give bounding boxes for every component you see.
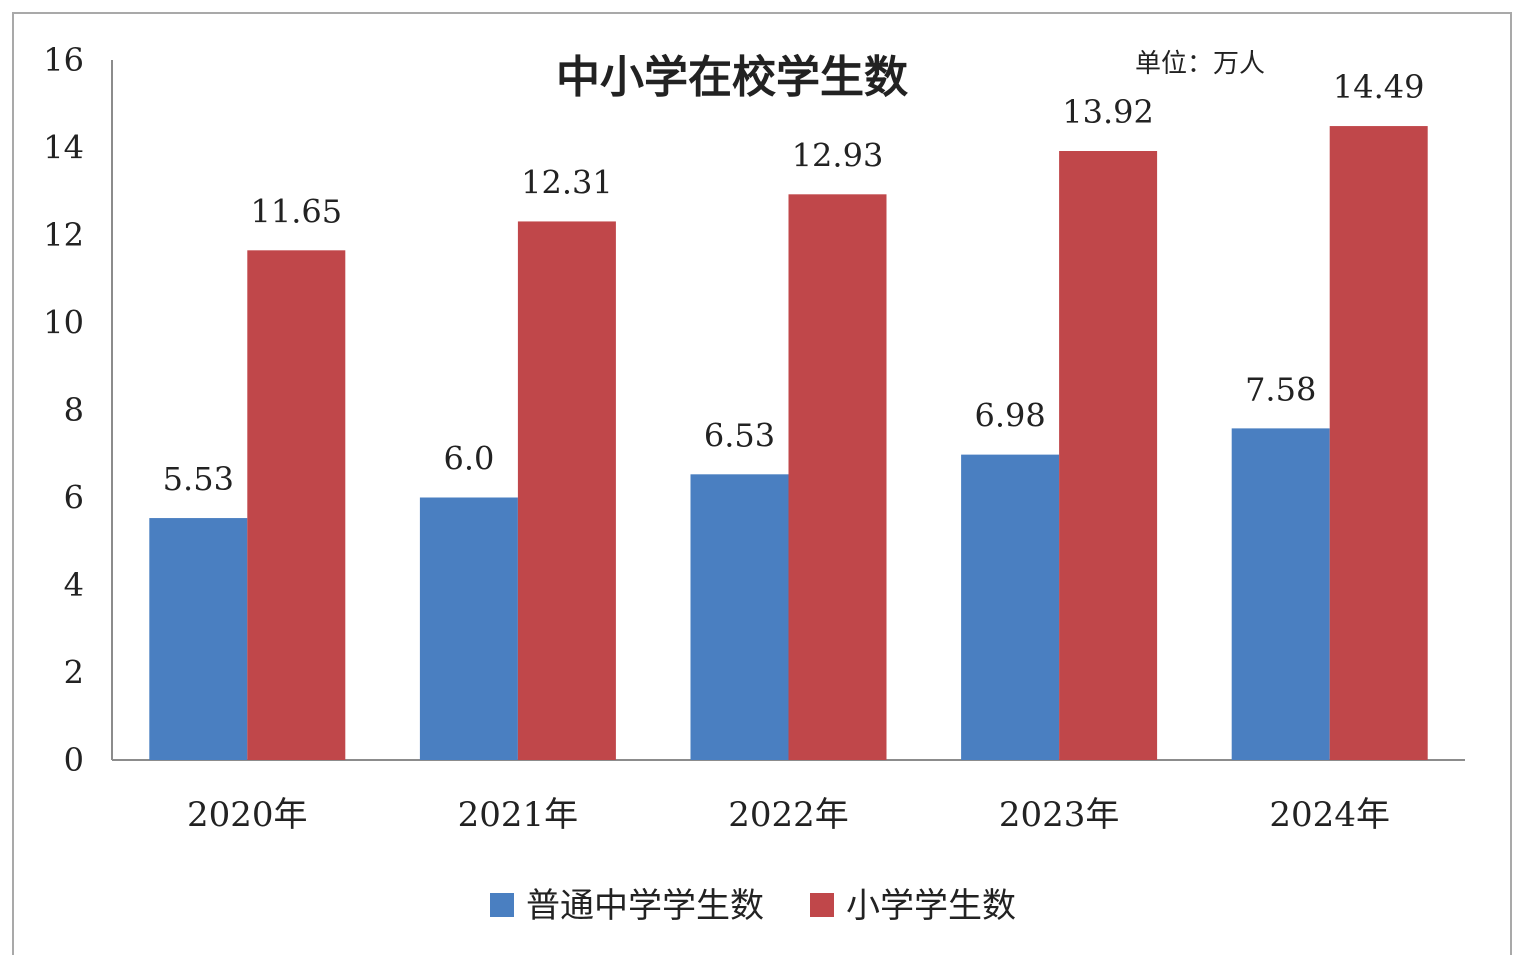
x-tick-label: 2023年	[999, 795, 1120, 835]
y-tick-label: 16	[43, 41, 84, 79]
bar-middle-school	[1231, 428, 1330, 760]
x-tick-label: 2022年	[728, 795, 849, 835]
data-label: 12.31	[521, 163, 613, 201]
legend-label: 普通中学学生数	[526, 886, 764, 926]
bar-primary-school	[1329, 126, 1428, 760]
y-ticks: 0 2 4 6 8 10 12 14 16	[43, 41, 84, 779]
bar-middle-school	[419, 497, 518, 760]
bar-primary-school	[517, 221, 616, 760]
y-tick-label: 8	[64, 391, 84, 429]
data-label: 6.98	[974, 397, 1045, 435]
legend-label: 小学学生数	[846, 886, 1016, 926]
y-tick-label: 10	[43, 304, 84, 342]
unit-note: 单位：万人	[1135, 49, 1265, 79]
data-label: 7.58	[1245, 370, 1316, 408]
data-label: 14.49	[1333, 68, 1425, 106]
data-label: 5.53	[163, 460, 234, 498]
y-tick-label: 6	[64, 479, 84, 517]
data-label: 6.53	[704, 416, 775, 454]
y-tick-label: 2	[64, 654, 84, 692]
data-label: 6.0	[443, 440, 494, 478]
bars: 5.53 11.65 6.0 12.31 6.53 12.93 6.98 13.92 7.58 1…	[149, 68, 1428, 760]
bar-middle-school	[961, 454, 1060, 760]
bar-middle-school	[149, 518, 248, 760]
bar-primary-school	[1059, 151, 1158, 760]
x-tick-label: 2020年	[187, 795, 308, 835]
legend: 普通中学学生数 小学学生数	[490, 886, 1016, 926]
x-tick-label: 2024年	[1269, 795, 1390, 835]
legend-swatch	[490, 893, 514, 917]
y-tick-label: 14	[43, 129, 84, 167]
bar-primary-school	[788, 194, 887, 760]
x-tick-label: 2021年	[458, 795, 579, 835]
bar-middle-school	[690, 474, 789, 760]
x-tick-labels: 2020年 2021年 2022年 2023年 2024年	[187, 795, 1390, 835]
y-tick-label: 12	[43, 216, 84, 254]
bar-primary-school	[247, 250, 346, 760]
legend-swatch	[810, 893, 834, 917]
data-label: 13.92	[1062, 93, 1154, 131]
data-label: 11.65	[250, 192, 342, 230]
data-label: 12.93	[792, 136, 884, 174]
y-tick-label: 0	[64, 741, 84, 779]
y-tick-label: 4	[64, 566, 84, 604]
chart-title: 中小学在校学生数	[556, 52, 908, 103]
